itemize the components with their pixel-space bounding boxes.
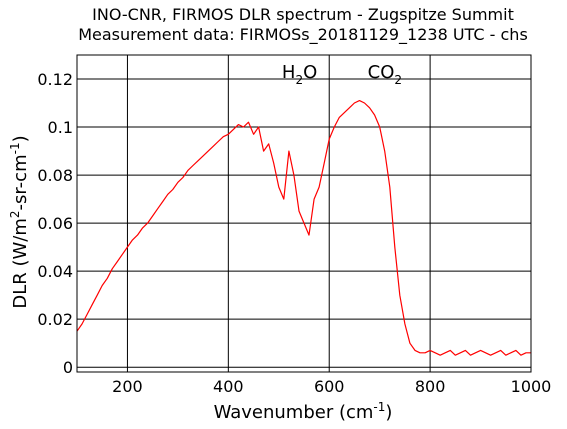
y-axis-label-part2: -sr-cm [10, 154, 31, 210]
chart-subtitle: Measurement data: FIRMOSs_20181129_1238 … [78, 25, 528, 45]
spectrum-line [76, 99, 531, 356]
band-annotation: H2O [282, 62, 317, 87]
y-tick-label: 0.08 [37, 166, 73, 185]
y-axis-label: DLR (W/m2-sr-cm-1) [8, 135, 31, 308]
x-tick-label: 400 [213, 377, 244, 396]
y-tick-label: 0.12 [37, 70, 73, 89]
band-annotation-sub: 2 [394, 73, 402, 87]
x-axis-label-text: Wavenumber (cm [214, 402, 374, 423]
y-axis-label-sup2: -1 [8, 142, 22, 154]
x-tick-label: 800 [415, 377, 446, 396]
band-annotation: CO2 [368, 62, 402, 87]
band-annotation-main: H [282, 62, 296, 83]
chart-title: INO-CNR, FIRMOS DLR spectrum - Zugspitze… [92, 5, 514, 24]
annotations: H2O CO2 [282, 62, 402, 87]
band-annotation-main: CO [368, 62, 395, 83]
y-tick-label: 0.04 [37, 262, 73, 281]
y-axis-label-sup1: 2 [8, 210, 22, 218]
x-tick-label: 1000 [511, 377, 552, 396]
ticks: 200 400 600 800 1000 0 0.02 0.04 0.06 0.08 0.1 0.12 [37, 70, 551, 396]
y-tick-label: 0 [63, 358, 73, 377]
y-axis-label-part1: DLR (W/m [10, 218, 31, 309]
x-axis-label-sup: -1 [373, 400, 385, 414]
band-annotation-tail: O [303, 62, 317, 83]
x-axis-label-tail: ) [385, 402, 392, 423]
y-tick-label: 0.02 [37, 310, 73, 329]
plot-frame [76, 54, 532, 373]
x-tick-label: 200 [112, 377, 143, 396]
y-tick-label: 0.1 [48, 118, 73, 137]
y-axis-label-part3: ) [10, 135, 31, 142]
grid [77, 55, 531, 372]
x-tick-label: 600 [314, 377, 345, 396]
data-layer [76, 99, 531, 356]
band-annotation-sub: 2 [295, 73, 303, 87]
y-tick-label: 0.06 [37, 214, 73, 233]
x-axis-label: Wavenumber (cm-1) [214, 400, 393, 423]
